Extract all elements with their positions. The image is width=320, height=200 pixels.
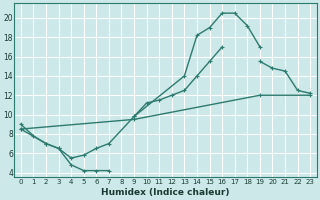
X-axis label: Humidex (Indice chaleur): Humidex (Indice chaleur) — [101, 188, 230, 197]
